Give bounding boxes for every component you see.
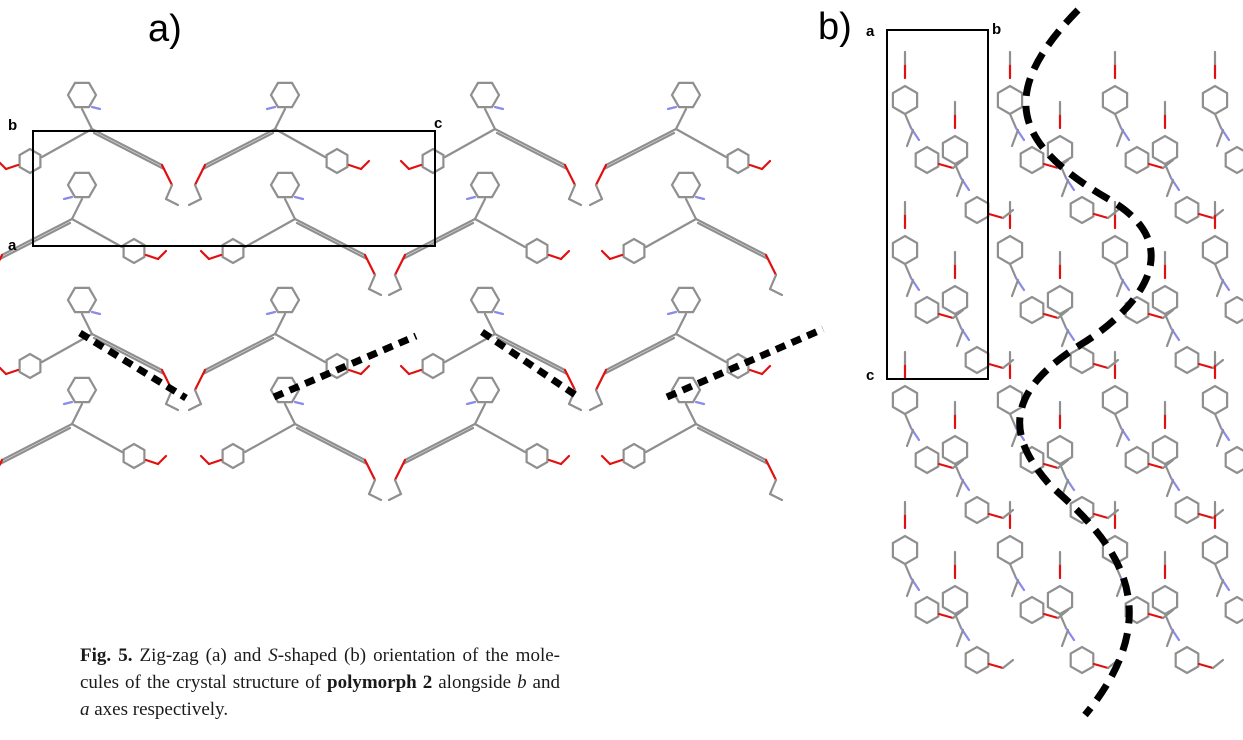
caption-text-3: alongside	[432, 672, 518, 693]
panel-b-label: b)	[818, 6, 852, 48]
caption-axis-b: b	[517, 672, 527, 693]
caption-text-1: Zig-zag (a) and	[132, 645, 269, 666]
panel-a-molecules	[0, 81, 784, 502]
zigzag-guides	[78, 325, 825, 401]
axis-label-c-panel-a: c	[434, 115, 443, 132]
s-shaped-guide	[1016, 7, 1155, 718]
unit-cell-a	[32, 130, 436, 247]
zigzag-guide-3	[480, 329, 582, 401]
panel-a-label: a)	[148, 8, 182, 50]
zigzag-guide-4	[665, 325, 825, 401]
zigzag-guide-1	[78, 330, 188, 401]
figure-caption: Fig. 5. Zig-zag (a) and S-shaped (b) ori…	[80, 642, 560, 723]
caption-text-5: axes respectively.	[89, 699, 229, 720]
axis-label-a-panel-a: a	[8, 237, 17, 254]
caption-polymorph: polymorph 2	[327, 672, 433, 693]
caption-axis-a: a	[80, 699, 90, 720]
zigzag-guide-2	[272, 332, 418, 401]
caption-text-2: -shaped (b) orientation of the mole-cule…	[80, 645, 560, 693]
panel-b-molecules	[891, 50, 1243, 675]
caption-figure-number: Fig. 5.	[80, 645, 133, 666]
caption-text-4: and	[526, 672, 560, 693]
unit-cell-b	[886, 29, 989, 380]
axis-label-b-panel-a: b	[8, 117, 18, 134]
axis-label-b-panel-b: b	[992, 21, 1002, 38]
caption-s-italic: S	[268, 645, 278, 666]
axis-label-a-panel-b: a	[866, 23, 875, 40]
axis-label-c-panel-b: c	[866, 367, 875, 384]
